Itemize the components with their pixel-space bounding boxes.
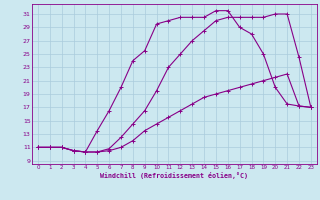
X-axis label: Windchill (Refroidissement éolien,°C): Windchill (Refroidissement éolien,°C) [100,172,248,179]
